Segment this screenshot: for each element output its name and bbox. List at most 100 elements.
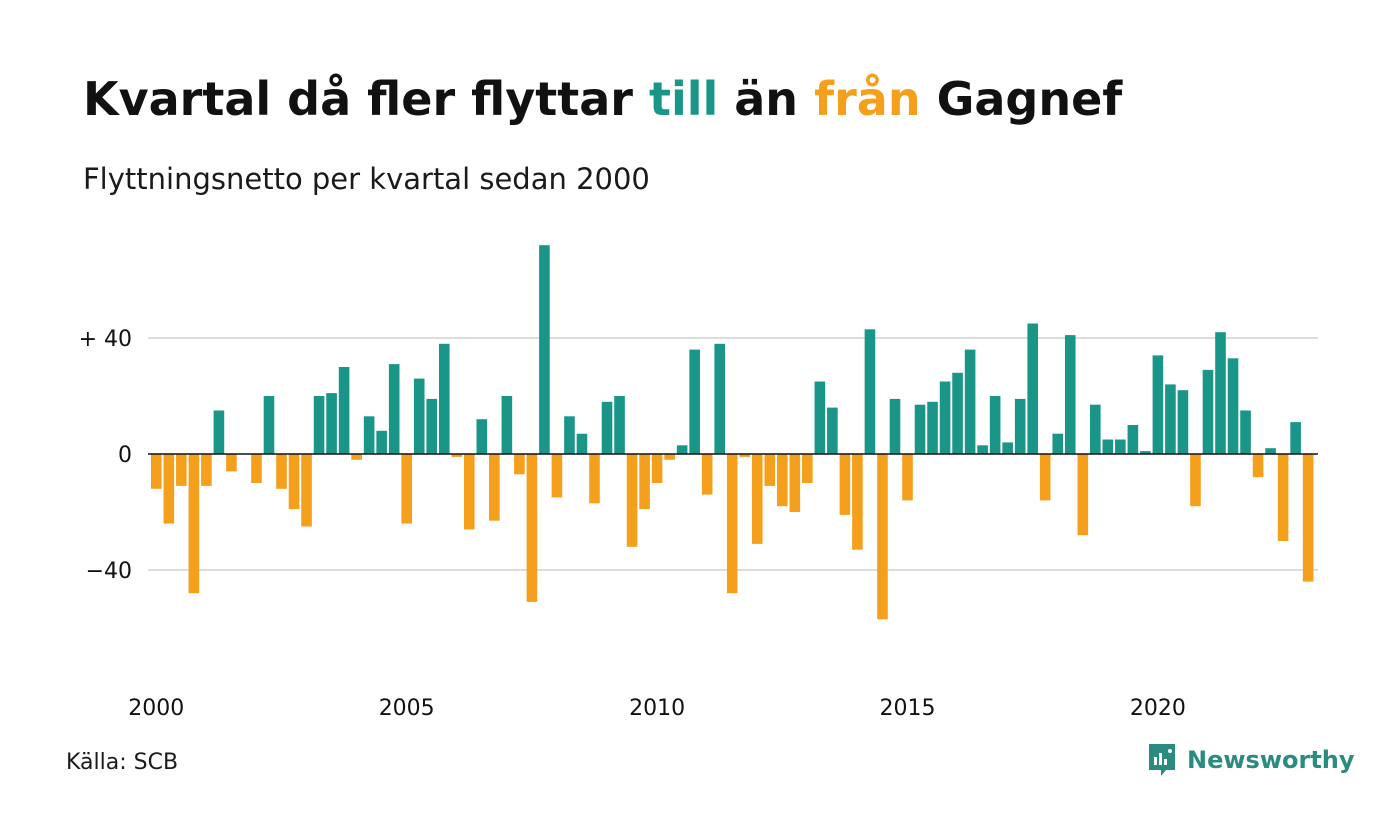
bar — [226, 454, 237, 472]
bar — [539, 245, 550, 454]
bar — [676, 445, 688, 454]
bar — [1265, 448, 1276, 454]
bar — [514, 454, 525, 475]
x-tick-label: 2000 — [128, 696, 184, 721]
y-tick-label: + 40 — [79, 327, 132, 352]
bar — [401, 454, 412, 524]
bar — [902, 454, 913, 501]
bar — [388, 364, 400, 454]
bar — [1102, 439, 1114, 454]
bar — [777, 454, 788, 507]
bar — [176, 454, 187, 486]
chart-subtitle: Flyttningsnetto per kvartal sedan 2000 — [83, 162, 650, 196]
x-tick-label: 2010 — [629, 696, 685, 721]
bar — [802, 454, 813, 483]
bar — [1002, 442, 1013, 454]
bar — [451, 454, 463, 457]
bar — [413, 378, 425, 454]
bar — [288, 454, 300, 510]
bar — [1277, 454, 1289, 541]
bar — [601, 401, 613, 454]
bar — [889, 398, 901, 454]
bar — [188, 454, 200, 594]
bar — [626, 454, 638, 547]
bar — [1077, 454, 1089, 536]
bar — [576, 433, 588, 454]
title-highlight-in: till — [648, 72, 719, 126]
bar — [726, 454, 738, 594]
bar — [551, 454, 563, 498]
bar — [764, 454, 776, 486]
x-tick-label: 2015 — [880, 696, 936, 721]
bar — [338, 367, 350, 454]
bar — [1140, 451, 1151, 454]
bar — [1227, 358, 1239, 454]
bar — [914, 404, 926, 454]
bar — [789, 454, 801, 512]
bars-layer — [151, 245, 1314, 620]
bar — [1127, 425, 1139, 454]
bar — [1014, 398, 1026, 454]
bar — [501, 396, 513, 454]
bar — [251, 454, 262, 483]
bar — [639, 454, 650, 510]
bar — [1039, 454, 1051, 501]
y-tick-label: −40 — [86, 559, 132, 584]
bar — [438, 343, 450, 454]
source-note: Källa: SCB — [66, 750, 179, 775]
bar — [426, 398, 438, 454]
bar — [476, 419, 488, 454]
bar — [151, 454, 162, 489]
bar — [664, 454, 675, 460]
brand-logo: Newsworthy — [1147, 742, 1355, 778]
bar — [751, 454, 763, 544]
bar — [1177, 390, 1189, 454]
bar — [1165, 384, 1176, 454]
bar — [977, 445, 988, 454]
bar — [927, 401, 938, 454]
bar — [313, 396, 325, 454]
bar — [351, 454, 362, 460]
bar — [263, 396, 275, 454]
bar — [964, 349, 976, 454]
bar — [1064, 335, 1076, 454]
bar-chart: + 40 0 −40 2000 2005 2010 2015 2020 — [79, 245, 1318, 721]
bar — [989, 396, 1001, 454]
bar — [1052, 433, 1064, 454]
bar — [864, 329, 876, 454]
axis-layer: + 40 0 −40 2000 2005 2010 2015 2020 — [79, 327, 1318, 721]
bar — [877, 454, 888, 620]
bar — [739, 454, 751, 457]
bar — [614, 396, 625, 454]
y-tick-label: 0 — [118, 443, 132, 468]
x-tick-label: 2020 — [1130, 696, 1186, 721]
bar — [564, 416, 575, 454]
title-part3: Gagnef — [920, 72, 1123, 126]
bar — [952, 372, 963, 454]
bar — [276, 454, 287, 489]
bar — [839, 454, 851, 515]
bar — [489, 454, 500, 521]
bar — [1090, 404, 1101, 454]
bar — [589, 454, 600, 504]
bar — [827, 407, 838, 454]
bar — [651, 454, 663, 483]
bar — [1115, 439, 1126, 454]
bar — [201, 454, 212, 486]
bar — [363, 416, 375, 454]
bar — [1152, 355, 1164, 454]
bar — [714, 343, 725, 454]
title-part2: än — [718, 72, 815, 126]
bar — [376, 430, 387, 454]
title-highlight-out: från — [814, 72, 921, 126]
newsworthy-logo-icon — [1149, 744, 1175, 776]
bar — [1302, 454, 1314, 582]
bar — [852, 454, 863, 550]
bar — [301, 454, 312, 527]
bar — [814, 381, 826, 454]
chart-title: Kvartal då fler flyttar till än från Gag… — [83, 72, 1122, 126]
bar — [526, 454, 538, 602]
bar — [701, 454, 713, 495]
bar — [163, 454, 175, 524]
x-tick-label: 2005 — [379, 696, 435, 721]
